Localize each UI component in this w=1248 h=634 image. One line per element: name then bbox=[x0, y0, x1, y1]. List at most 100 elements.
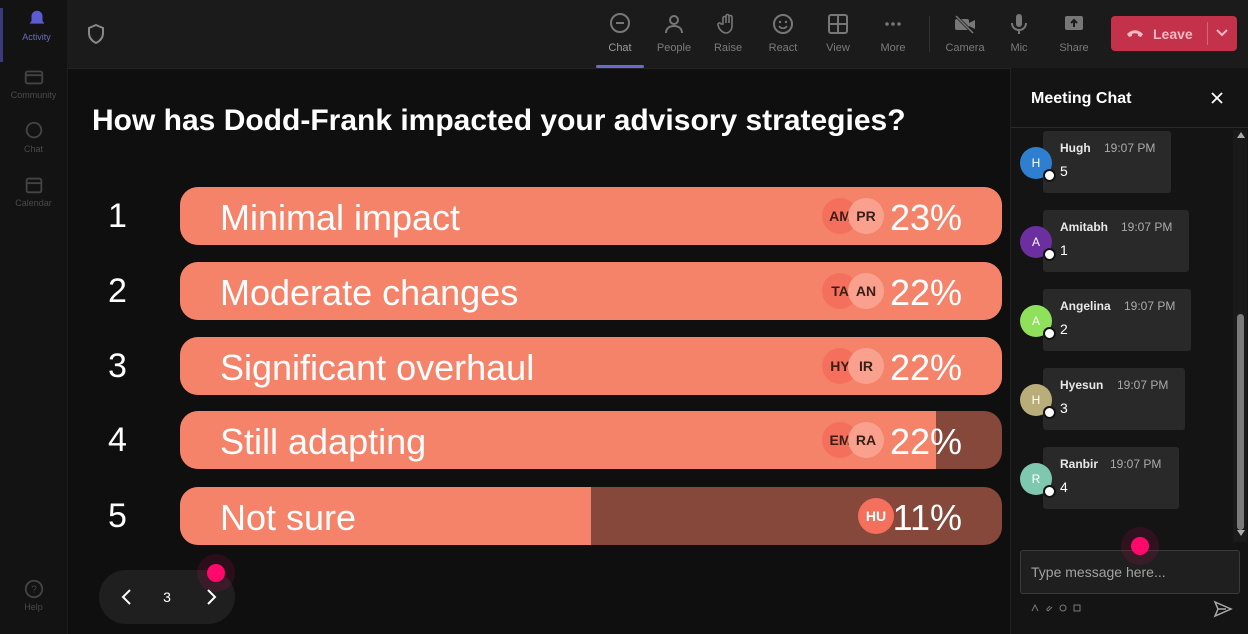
presence-status-icon bbox=[1043, 248, 1056, 261]
toolbar-label: Raise bbox=[713, 42, 743, 54]
option-number: 4 bbox=[108, 421, 127, 459]
chat-message: Amitabh 19:07 PM 1 A bbox=[1019, 210, 1231, 274]
option-number: 2 bbox=[108, 272, 127, 310]
presence-status-icon bbox=[1043, 406, 1056, 419]
sender-name: Angelina bbox=[1060, 299, 1111, 313]
react-icon bbox=[773, 14, 793, 34]
scroll-up-arrow[interactable] bbox=[1237, 132, 1245, 138]
message-bubble: Ranbir 19:07 PM 4 bbox=[1043, 447, 1179, 509]
leave-divider bbox=[1207, 22, 1208, 45]
message-time: 19:07 PM bbox=[1121, 220, 1173, 234]
sender-name: Amitabh bbox=[1060, 220, 1108, 234]
rail-label: Calendar bbox=[15, 198, 52, 208]
toolbar-chat-button[interactable]: Chat bbox=[594, 10, 646, 68]
more-icon bbox=[885, 22, 901, 26]
chat-message: Hugh 19:07 PM 5 H bbox=[1019, 131, 1231, 195]
chat-title: Meeting Chat bbox=[1031, 90, 1132, 107]
presence-status-icon bbox=[1043, 327, 1056, 340]
bell-icon bbox=[29, 10, 44, 24]
rail-label: Activity bbox=[22, 32, 51, 42]
option-label: Minimal impact bbox=[220, 197, 461, 238]
rail-label: Chat bbox=[23, 144, 43, 154]
chevron-down-icon[interactable] bbox=[1215, 27, 1229, 39]
meeting-chat-panel: Meeting Chat Hugh 19:07 PM 5 H Amitabh 19:07 … bbox=[1010, 68, 1248, 634]
message-text: 5 bbox=[1060, 163, 1068, 179]
option-label: Still adapting bbox=[220, 421, 427, 462]
leave-button[interactable]: Leave bbox=[1111, 16, 1237, 51]
chevron-left-icon[interactable] bbox=[117, 587, 137, 607]
chat-message-input[interactable] bbox=[1029, 551, 1233, 593]
chat-icon bbox=[25, 121, 42, 139]
shield-icon[interactable] bbox=[87, 24, 105, 44]
poll-option-bar[interactable]: Still adapting EM RA 22% bbox=[180, 411, 1002, 469]
page-number: 3 bbox=[163, 589, 171, 605]
toolbar-label: Camera bbox=[945, 42, 985, 54]
rail-item-activity[interactable]: Activity bbox=[0, 8, 70, 62]
toolbar-label: Share bbox=[1059, 42, 1089, 54]
gif-icon[interactable] bbox=[1073, 604, 1081, 612]
option-label: Not sure bbox=[220, 497, 357, 538]
toolbar-react-button[interactable]: React bbox=[757, 10, 809, 62]
close-icon[interactable] bbox=[1209, 90, 1225, 106]
toolbar-label: More bbox=[880, 42, 906, 54]
mic-icon bbox=[1011, 14, 1027, 34]
option-number: 3 bbox=[108, 347, 127, 385]
toolbar-raise-button[interactable]: Raise bbox=[702, 10, 754, 62]
rail-item-chat[interactable]: Chat bbox=[0, 120, 67, 174]
toolbar-label: React bbox=[768, 42, 798, 54]
message-time: 19:07 PM bbox=[1104, 141, 1156, 155]
message-text: 1 bbox=[1060, 242, 1068, 258]
chat-message: Ranbir 19:07 PM 4 R bbox=[1019, 447, 1231, 511]
people-icon bbox=[665, 15, 683, 34]
toolbar-people-button[interactable]: People bbox=[648, 10, 700, 62]
poll-question: How has Dodd-Frank impacted your advisor… bbox=[92, 104, 906, 137]
rail-item-calendar[interactable]: Calendar bbox=[0, 174, 67, 228]
sender-name: Hyesun bbox=[1060, 378, 1104, 392]
leave-label: Leave bbox=[1153, 26, 1193, 42]
toolbar-more-button[interactable]: More bbox=[867, 10, 919, 62]
chevron-right-icon[interactable] bbox=[201, 587, 221, 607]
presence-status-icon bbox=[1043, 169, 1056, 182]
format-icon[interactable] bbox=[1031, 604, 1039, 612]
message-time: 19:07 PM bbox=[1124, 299, 1176, 313]
poll-option-bar[interactable]: Significant overhaul HY IR 22% bbox=[180, 337, 1002, 395]
option-progress-fill bbox=[180, 487, 591, 545]
emoji-icon[interactable] bbox=[1059, 604, 1067, 612]
message-bubble: Amitabh 19:07 PM 1 bbox=[1043, 210, 1189, 272]
toolbar-mic-button[interactable]: Mic bbox=[993, 10, 1045, 62]
sender-name: Ranbir bbox=[1060, 457, 1099, 471]
message-text: 2 bbox=[1060, 321, 1068, 337]
toolbar-label: People bbox=[656, 42, 692, 54]
chat-input-box bbox=[1020, 550, 1240, 594]
app-rail: Activity Community Chat Calendar ? Help bbox=[0, 0, 68, 634]
toolbar-view-button[interactable]: View bbox=[812, 10, 864, 62]
rail-item-help[interactable]: ? Help bbox=[0, 578, 67, 632]
rail-label: Help bbox=[24, 602, 43, 612]
message-time: 19:07 PM bbox=[1117, 378, 1169, 392]
toolbar-share-button[interactable]: Share bbox=[1048, 10, 1100, 62]
message-text: 3 bbox=[1060, 400, 1068, 416]
option-label: Significant overhaul bbox=[220, 347, 535, 388]
scroll-thumb[interactable] bbox=[1237, 314, 1244, 530]
voter-avatar: AN bbox=[848, 273, 884, 309]
option-number: 1 bbox=[108, 197, 127, 235]
rail-item-community[interactable]: Community bbox=[0, 66, 67, 120]
scroll-down-arrow[interactable] bbox=[1237, 530, 1245, 536]
pointer-indicator bbox=[207, 564, 225, 582]
voter-avatar: IR bbox=[848, 348, 884, 384]
toolbar-label: View bbox=[826, 42, 850, 54]
voter-avatar: HU bbox=[858, 498, 894, 534]
poll-option-bar[interactable]: Minimal impact AM PR 23% bbox=[180, 187, 1002, 245]
option-number: 5 bbox=[108, 497, 127, 535]
poll-option-bar[interactable]: Not sure HU 11% bbox=[180, 487, 1002, 545]
message-bubble: Hyesun 19:07 PM 3 bbox=[1043, 368, 1185, 430]
send-icon[interactable] bbox=[1213, 600, 1233, 618]
poll-option-bar[interactable]: Moderate changes TA AN 22% bbox=[180, 262, 1002, 320]
toolbar-divider bbox=[929, 16, 930, 52]
raise-hand-icon bbox=[717, 13, 733, 34]
toolbar-camera-button[interactable]: Camera bbox=[939, 10, 991, 62]
option-progress-fill bbox=[180, 411, 937, 469]
message-bubble: Angelina 19:07 PM 2 bbox=[1043, 289, 1191, 351]
attach-icon[interactable] bbox=[1045, 604, 1053, 612]
pointer-indicator bbox=[1131, 537, 1149, 555]
